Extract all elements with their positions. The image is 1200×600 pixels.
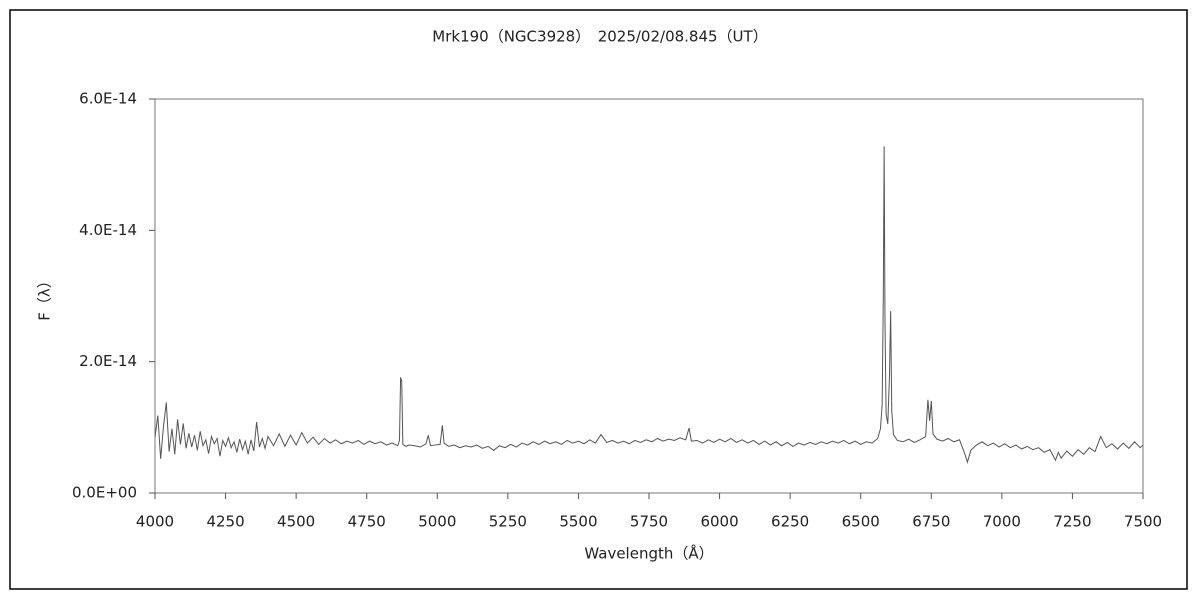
x-tick-label: 6250 [771, 513, 809, 531]
x-tick-label: 7500 [1124, 513, 1162, 531]
y-tick-label: 0.0E+00 [72, 484, 137, 502]
x-tick-label: 7000 [983, 513, 1021, 531]
x-tick-label: 5250 [489, 513, 527, 531]
x-tick-label: 4750 [348, 513, 386, 531]
x-tick-label: 5500 [559, 513, 597, 531]
x-tick-label: 7250 [1053, 513, 1091, 531]
y-tick-label: 2.0E-14 [79, 352, 137, 370]
x-tick-label: 5000 [418, 513, 456, 531]
x-tick-label: 6000 [700, 513, 738, 531]
spectrum-line [154, 146, 1144, 464]
x-axis-label: Wavelength（Å） [584, 544, 713, 563]
x-tick-label: 6750 [912, 513, 950, 531]
y-tick-label: 6.0E-14 [79, 90, 137, 108]
y-axis-label: F（λ） [36, 273, 54, 321]
chart-border [9, 9, 1188, 590]
x-tick-label: 6500 [842, 513, 880, 531]
x-tick-label: 4250 [206, 513, 244, 531]
x-tick-label: 4500 [277, 513, 315, 531]
y-tick-label: 4.0E-14 [79, 221, 137, 239]
x-tick-label: 4000 [136, 513, 174, 531]
chart-title: Mrk190（NGC3928） 2025/02/08.845（UT） [432, 28, 767, 46]
x-tick-label: 5750 [630, 513, 668, 531]
